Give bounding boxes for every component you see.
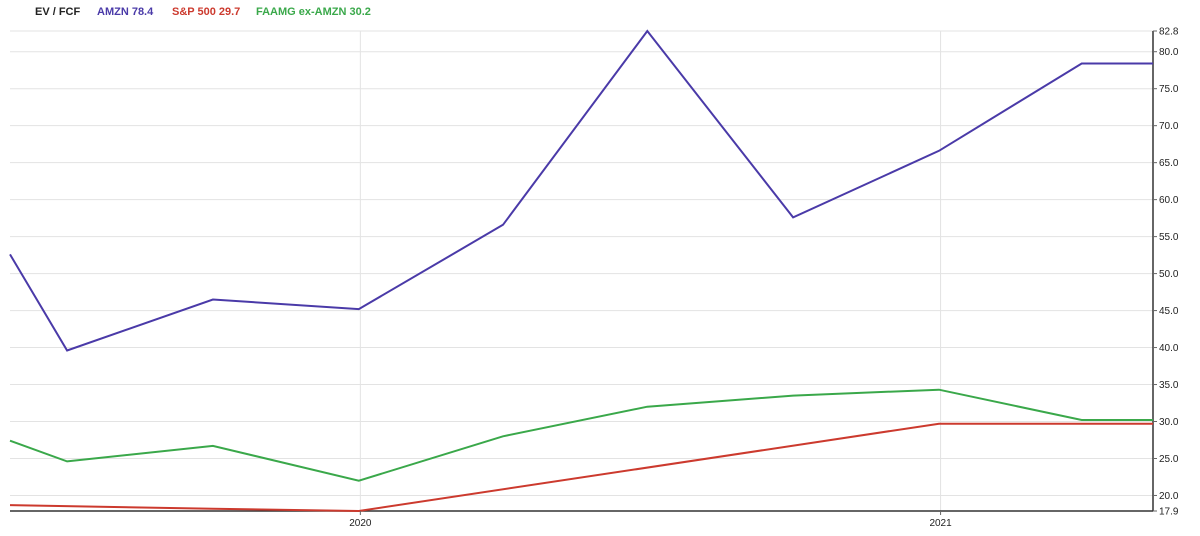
legend-entry-sp500: S&P 500 29.7 [172,6,241,18]
series-lines [9,29,1153,513]
y-tick-label: 55.0 [1159,232,1179,243]
series-line-faamg-ex-amzn [9,388,1153,482]
y-axis-ticks: 17.9 20.0 25.0 30.0 35.0 40.0 45.0 50.0 55.0 60.0… [1153,27,1179,518]
x-tick-label: 2021 [929,518,952,529]
y-tick-label: 50.0 [1159,269,1179,280]
y-tick-label: 20.0 [1159,491,1179,502]
legend-entry-amzn: AMZN 78.4 [97,6,154,18]
y-tick-label: 75.0 [1159,84,1179,95]
y-tick-label: 65.0 [1159,158,1179,169]
legend-label: EV / FCF [35,6,81,18]
x-axis-ticks: 2020 2021 [349,511,952,529]
series-line-amzn [9,29,1153,352]
y-tick-label: 80.0 [1159,47,1179,58]
x-tick-label: 2020 [349,518,372,529]
y-tick-label: 17.9 [1159,507,1179,518]
y-tick-label: 60.0 [1159,195,1179,206]
y-tick-label: 25.0 [1159,454,1179,465]
y-tick-label: 35.0 [1159,380,1179,391]
legend-entry-faamg-ex-amzn: FAAMG ex-AMZN 30.2 [256,6,371,18]
y-tick-label: 70.0 [1159,121,1179,132]
grid-lines [10,30,1153,512]
y-tick-label: 30.0 [1159,417,1179,428]
series-line-s-p-500 [9,422,1153,513]
axes [10,31,1154,512]
y-tick-label: 45.0 [1159,306,1179,317]
y-tick-label: 40.0 [1159,343,1179,354]
y-tick-label: 82.8 [1159,27,1179,38]
